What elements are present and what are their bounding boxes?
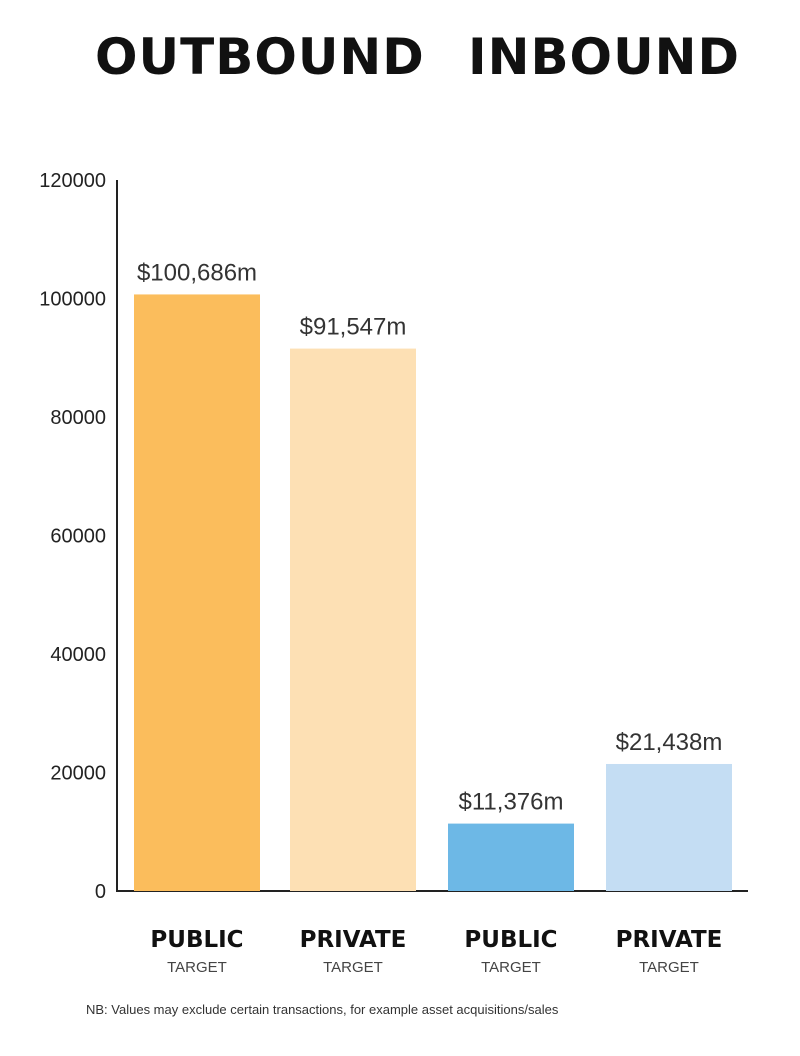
bar-value-label: $91,547m	[300, 314, 407, 341]
bar-value-label: $100,686m	[137, 259, 257, 286]
footnote: NB: Values may exclude certain transacti…	[86, 1002, 559, 1017]
inbound-heading: INBOUND	[468, 28, 741, 86]
bar-value-label: $21,438m	[616, 729, 723, 756]
y-tick-label: 80000	[50, 407, 106, 429]
y-tick-label: 40000	[50, 644, 106, 666]
y-tick-label: 0	[95, 881, 106, 903]
category-sublabel: TARGET	[639, 959, 699, 976]
outbound-heading: OUTBOUND	[95, 28, 425, 86]
category-label: PUBLIC	[464, 927, 557, 953]
bar	[606, 763, 732, 891]
bar	[290, 348, 416, 892]
y-tick-label: 100000	[39, 289, 106, 311]
category-sublabel: TARGET	[167, 959, 227, 976]
y-tick-label: 60000	[50, 526, 106, 548]
bar	[448, 823, 574, 891]
category-label: PUBLIC	[150, 927, 243, 953]
bar	[134, 294, 260, 892]
category-sublabel: TARGET	[481, 959, 541, 976]
y-tick-label: 20000	[50, 763, 106, 785]
category-label: PRIVATE	[300, 927, 407, 953]
bar-chart: 0 20000 40000 60000 80000 100000 120000 $100,68…	[39, 170, 748, 976]
y-tick-label: 120000	[39, 170, 106, 192]
category-sublabel: TARGET	[323, 959, 383, 976]
category-label: PRIVATE	[616, 927, 723, 953]
bar-value-label: $11,376m	[459, 789, 564, 816]
